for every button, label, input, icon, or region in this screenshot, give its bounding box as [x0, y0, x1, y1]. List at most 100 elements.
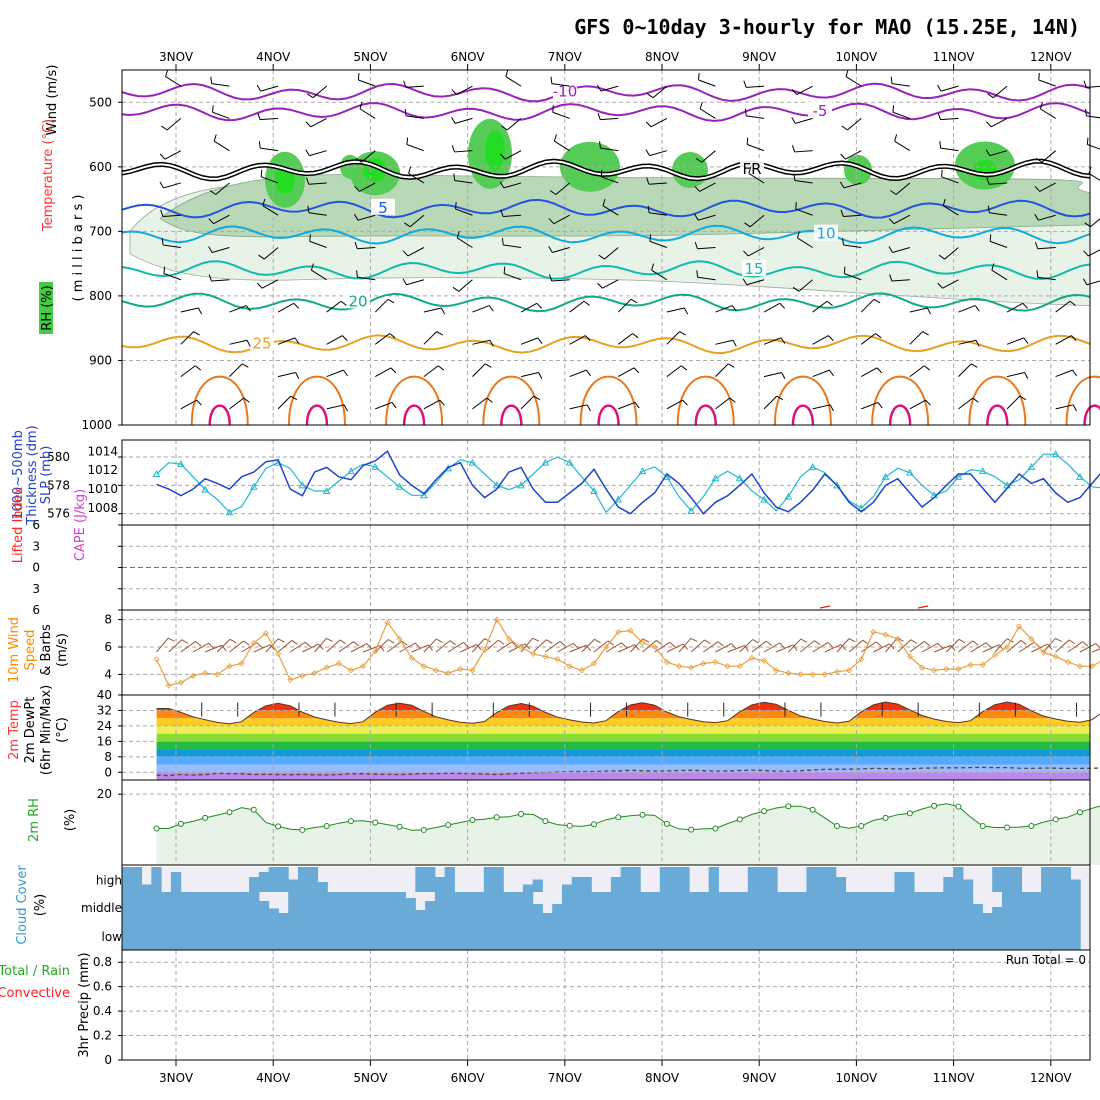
wind-barb	[795, 208, 813, 216]
wind-barb	[958, 397, 974, 410]
cloud-cover-cell-middle	[728, 892, 739, 922]
wind-barb-flag	[258, 254, 265, 260]
wind-barb-flag	[1035, 157, 1043, 163]
cloud-cover-cell-high	[258, 872, 270, 892]
wind-10m-barb-flag	[291, 640, 298, 645]
cloud-cover-cell-low	[513, 922, 524, 950]
wind-barb-flag	[842, 237, 844, 246]
wind-speed-point	[408, 654, 415, 662]
wind-barb	[551, 83, 570, 87]
rh-point	[420, 826, 427, 833]
wind-10m-barb	[1043, 638, 1056, 653]
wind-barb-flag	[212, 105, 214, 113]
cloud-cover-cell-middle	[131, 892, 143, 922]
wind-barb-flag	[1069, 300, 1076, 306]
wind-barb-flag	[1034, 185, 1041, 192]
date-top-label: 4NOV	[256, 50, 291, 64]
cloud-cover-cell-middle	[278, 913, 289, 922]
wind-barb	[697, 276, 716, 281]
wind-10m-barb-flag	[353, 641, 360, 647]
cloud-cover-cell-low	[972, 922, 983, 950]
cloud-cover-cell-high	[630, 867, 641, 892]
wind-barb	[991, 269, 1008, 281]
cloud-cover-cell-middle	[444, 892, 455, 922]
wind-speed-point	[432, 667, 440, 674]
wind-10m-barb-flag	[800, 638, 808, 643]
rh-point	[906, 810, 913, 817]
wind-barb-flag	[243, 397, 250, 403]
cloud-cover-cell-low	[317, 922, 328, 950]
temp-band	[156, 718, 1090, 726]
wind-barb	[763, 372, 782, 378]
cloud-cover-cell-low	[679, 922, 690, 950]
wind-speed-point	[858, 656, 865, 663]
wind-barb	[309, 150, 327, 157]
rh-point	[347, 818, 354, 825]
wind-10m-barb	[326, 639, 341, 653]
date-top-label: 11NOV	[933, 50, 975, 64]
wind-frame	[121, 609, 1091, 696]
wind-barb	[551, 279, 570, 282]
cloud-cover-cell-low	[865, 922, 876, 950]
wind-barb-flag	[894, 134, 898, 142]
wind-barb	[812, 335, 829, 345]
wind-barb-flag	[293, 302, 300, 309]
wind-barb-flag	[972, 397, 979, 403]
isotherm-30	[1065, 375, 1100, 426]
thickness-point	[347, 467, 355, 475]
wind-barb	[1055, 335, 1072, 345]
cloud-cover-cell-middle	[650, 892, 661, 922]
wind-barb	[1088, 249, 1100, 257]
wind-10m-barb	[666, 643, 684, 653]
cloud-cover-cell-middle	[1011, 892, 1023, 922]
cloud-cover-cell-middle	[464, 892, 475, 922]
thickness-tick-label: 580	[47, 450, 70, 464]
wind-barb	[326, 369, 344, 378]
wind-barb	[715, 305, 733, 313]
wind-barb-flag	[1071, 335, 1077, 341]
wind-10m-barb-flag	[387, 639, 395, 644]
wind-barb	[163, 182, 181, 189]
date-top-label: 10NOV	[836, 50, 878, 64]
wind-speed-point	[335, 660, 342, 667]
wind-barb	[213, 140, 230, 152]
wind-barb	[843, 182, 862, 189]
cloud-cover-cell-low	[845, 922, 856, 950]
wind-barb-flag	[194, 365, 202, 371]
wind-barb-flag	[939, 141, 942, 149]
wind-barb-flag	[439, 399, 445, 406]
wind-barb	[1087, 144, 1100, 150]
wind-barb-flag	[645, 149, 650, 156]
wind-tick-label: 4	[104, 667, 112, 681]
wind-speed-point	[1040, 649, 1047, 656]
wind-speed-point	[785, 669, 792, 677]
wind-barb-flag	[647, 205, 650, 213]
wind-barb	[263, 247, 279, 260]
wind-barb	[715, 339, 734, 345]
cloud-cover-cell-high	[669, 867, 680, 892]
rh-contour-high	[672, 152, 708, 189]
wind-barb-flag	[974, 305, 980, 312]
wind-barb-flag	[970, 363, 978, 368]
cloud-cover-cell-middle	[601, 892, 612, 922]
cloud-cover-cell-middle	[122, 892, 133, 922]
rh-line	[156, 803, 1100, 831]
wind-barb-flag	[682, 399, 688, 406]
wind-barb	[569, 335, 586, 345]
wind-barb-flag	[632, 333, 639, 339]
wind-barb-flag	[840, 209, 844, 217]
wind-barb-flag	[389, 333, 396, 339]
wind-barb-flag	[791, 117, 796, 124]
cloud-cover-cell-middle	[200, 892, 211, 922]
wind-barb	[794, 179, 813, 184]
wind-barb	[1037, 276, 1056, 281]
wind-barb-flag	[586, 404, 591, 412]
cloud-cover-cell-middle	[454, 892, 465, 922]
upper-air-panel: -10 -5 FR 5 10 15 20 25 500 600 700 800 900 1000	[81, 69, 1100, 432]
cloud-cover-cell-high	[826, 867, 837, 892]
wind-barb	[374, 333, 390, 345]
wind-10m-barb-flag	[950, 644, 956, 652]
cloud-cover-cell-low	[376, 922, 387, 950]
cloud-cover-cell-low	[131, 922, 143, 950]
wind-10m-barb-flag	[634, 644, 640, 651]
